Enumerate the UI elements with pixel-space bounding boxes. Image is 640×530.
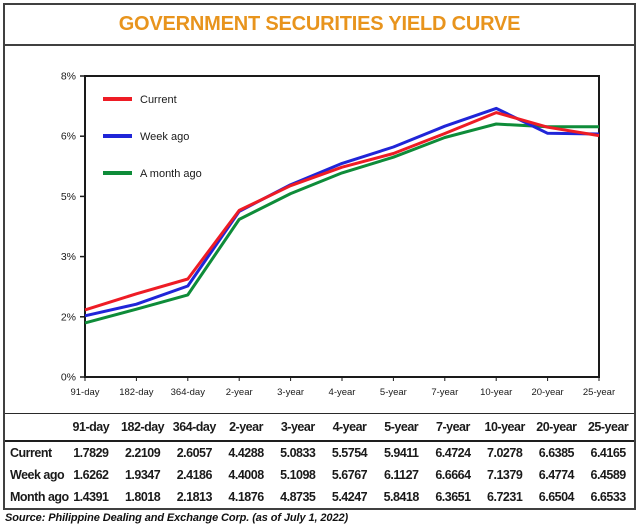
value-cell: 1.7829 — [73, 446, 109, 460]
yield-table: 91-day 182-day 364-day 2-year 3-year 4-year 5-… — [5, 413, 634, 508]
value-cell: 5.6767 — [331, 468, 368, 482]
title-bar: GOVERNMENT SECURITIES YIELD CURVE — [5, 5, 634, 46]
y-axis-label: 5% — [61, 191, 76, 203]
value-cell: 5.5754 — [331, 446, 368, 460]
table-row: Week ago 1.6262 1.9347 2.4186 4.4008 5.1098 5.… — [5, 464, 634, 486]
value-cell: 6.4774 — [538, 468, 575, 482]
value-cell: 6.7231 — [487, 490, 523, 504]
x-axis-label: 364-day — [171, 387, 206, 398]
x-axis-label: 91-day — [70, 387, 99, 398]
y-axis-label: 6% — [61, 131, 76, 143]
y-axis-label: 8% — [61, 71, 76, 83]
row-label: Month ago — [10, 490, 69, 504]
value-cell: 2.1813 — [176, 490, 213, 504]
value-cell: 1.4391 — [73, 490, 109, 504]
header-cell: 5-year — [384, 420, 419, 434]
table-row: Current 1.7829 2.2109 2.6057 4.4288 5.0833 5.5… — [5, 442, 634, 464]
source-note: Source: Philippine Dealing and Exchange … — [5, 512, 349, 524]
value-cell: 5.9411 — [383, 446, 419, 460]
figure-frame: GOVERNMENT SECURITIES YIELD CURVE 8% 6% 5%… — [3, 3, 636, 510]
value-cell: 4.8735 — [280, 490, 316, 504]
value-cell: 6.6533 — [590, 490, 627, 504]
value-cell: 4.1876 — [228, 490, 264, 504]
value-cell: 6.1127 — [383, 468, 419, 482]
x-axis-label: 4-year — [329, 387, 356, 398]
x-axis-label: 7-year — [431, 387, 458, 398]
value-cell: 1.9347 — [124, 468, 161, 482]
value-cell: 4.4288 — [228, 446, 264, 460]
y-axis-label: 2% — [61, 311, 76, 323]
value-cell: 5.0833 — [280, 446, 316, 460]
value-cell: 5.1098 — [280, 468, 316, 482]
page-title: GOVERNMENT SECURITIES YIELD CURVE — [118, 13, 521, 35]
x-axis-label: 3-year — [277, 387, 304, 398]
x-axis-label: 182-day — [119, 387, 154, 398]
x-axis-label: 5-year — [380, 387, 407, 398]
x-axis-label: 2-year — [226, 387, 253, 398]
x-axis-label: 25-year — [583, 387, 615, 398]
y-axis-label: 3% — [61, 251, 76, 263]
header-cell: 3-year — [280, 420, 315, 434]
header-cell: 4-year — [332, 420, 367, 434]
value-cell: 6.6385 — [538, 446, 575, 460]
series-line-current — [84, 111, 600, 312]
value-cell: 6.3651 — [435, 490, 471, 504]
value-cell: 5.8418 — [383, 490, 420, 504]
header-cell: 10-year — [484, 420, 526, 434]
value-cell: 2.4186 — [176, 468, 213, 482]
table-body: Current 1.7829 2.2109 2.6057 4.4288 5.0833 5.5… — [5, 442, 634, 508]
value-cell: 6.6504 — [538, 490, 575, 504]
row-label: Week ago — [10, 468, 65, 482]
series-line-a-month-ago — [84, 122, 600, 325]
header-cell: 91-day — [72, 420, 110, 434]
value-cell: 6.4589 — [590, 468, 627, 482]
y-axis-label: 0% — [61, 372, 76, 384]
table-row: Month ago 1.4391 1.8018 2.1813 4.1876 4.8735 5… — [5, 486, 634, 508]
value-cell: 7.0278 — [487, 446, 523, 460]
header-cell: 25-year — [587, 420, 629, 434]
value-cell: 7.1379 — [487, 468, 523, 482]
value-cell: 6.4724 — [435, 446, 471, 460]
x-axis-label: 10-year — [480, 387, 512, 398]
value-cell: 6.4165 — [590, 446, 627, 460]
header-cell: 7-year — [436, 420, 470, 434]
x-axis-label: 20-year — [531, 387, 563, 398]
value-cell: 1.8018 — [124, 490, 161, 504]
legend-label: Current — [140, 94, 177, 106]
value-cell: 2.6057 — [176, 446, 213, 460]
value-cell: 4.4008 — [228, 468, 264, 482]
header-cell: 20-year — [536, 420, 577, 434]
header-cell: 2-year — [229, 420, 263, 434]
value-cell: 2.2109 — [124, 446, 161, 460]
yield-curve-chart: 8% 6% 5% 3% 2% 0% 91-day 182-day 364-day 2-year 3-… — [61, 71, 615, 399]
value-cell: 5.4247 — [331, 490, 368, 504]
header-cell: 364-day — [172, 420, 217, 434]
value-cell: 6.6664 — [435, 468, 471, 482]
legend-label: A month ago — [140, 168, 202, 180]
row-label: Current — [10, 446, 52, 460]
legend-label: Week ago — [140, 131, 189, 143]
table-header-row: 91-day 182-day 364-day 2-year 3-year 4-year 5-… — [5, 414, 634, 442]
value-cell: 1.6262 — [73, 468, 109, 482]
chart-area: 8% 6% 5% 3% 2% 0% 91-day 182-day 364-day 2-year 3-… — [5, 46, 634, 413]
header-cell: 182-day — [121, 420, 165, 434]
